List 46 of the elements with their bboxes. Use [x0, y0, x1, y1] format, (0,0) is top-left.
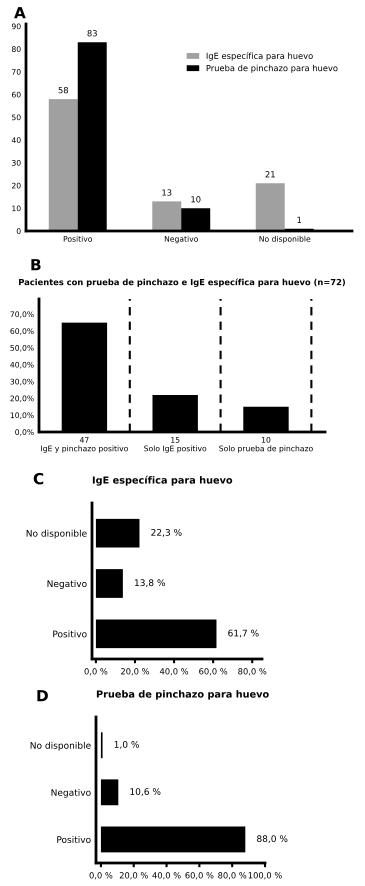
x-tick-label: 20,0 %: [120, 872, 148, 880]
legend-label: Prueba de pinchazo para huevo: [206, 64, 338, 73]
y-tick-label: Positivo: [53, 630, 87, 638]
y-tick-label: Positivo: [57, 836, 91, 844]
data-label: 88,0 %: [257, 835, 288, 843]
bar: [256, 183, 285, 231]
y-tick-label: No disponible: [30, 742, 91, 751]
chart-title: Pacientes con prueba de pinchazo e IgE específica para huevo (n=72): [19, 278, 345, 287]
data-label: 83: [88, 30, 97, 36]
x-tick-label: 60,0 %: [185, 872, 214, 880]
data-label: 21: [266, 171, 275, 178]
data-label: 58: [58, 86, 68, 94]
x-tick-label: 80,0 %: [238, 668, 266, 676]
legend-label: IgE específica para huevo: [206, 52, 313, 61]
x-tick-label: 40,0 %: [152, 872, 181, 880]
text: D: [37, 690, 48, 702]
chart-title: Prueba de pinchazo para huevo: [96, 690, 269, 700]
data-label: 61,7 %: [228, 630, 259, 638]
data-label: 10,6 %: [130, 788, 160, 796]
x-tick-label: 40,0 %: [160, 668, 188, 676]
x-tick-label: 100,0 %: [248, 872, 282, 880]
bar: [96, 518, 140, 548]
data-label: 22,3 %: [151, 528, 182, 537]
y-tick-label: No disponible: [26, 530, 87, 538]
bar: [100, 779, 118, 806]
x-tick-label: 80,0 %: [218, 872, 246, 880]
text: A: [14, 7, 26, 18]
text: B: [31, 259, 41, 270]
x-tick-label: 0,0 %: [90, 872, 112, 880]
bar: [96, 619, 216, 648]
bar: [152, 201, 182, 231]
x-tick-label: 60,0 %: [199, 668, 228, 676]
y-tick-label: Negativo: [48, 580, 87, 589]
data-label: 10: [191, 196, 200, 202]
bar: [48, 99, 78, 231]
data-label: 1,0 %: [114, 741, 139, 749]
y-tick-label: Negativo: [52, 788, 91, 798]
x-tick-label: 20,0 %: [121, 668, 150, 676]
x-tick-label: 0,0 %: [84, 668, 108, 676]
data-label: 1: [297, 216, 302, 223]
chart-title: IgE específica para huevo: [92, 476, 232, 486]
bar: [96, 569, 123, 598]
text: C: [34, 472, 44, 484]
bar: [100, 826, 246, 852]
data-label: 13,8 %: [134, 579, 166, 588]
data-label: 13: [162, 189, 172, 196]
